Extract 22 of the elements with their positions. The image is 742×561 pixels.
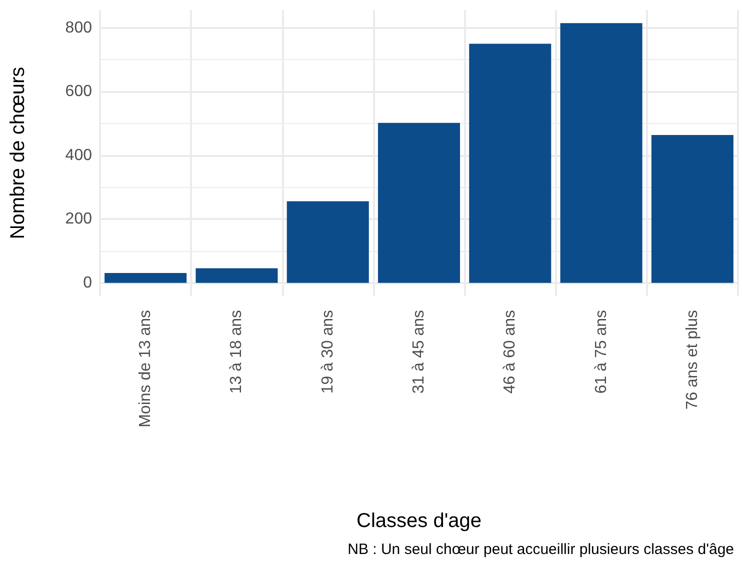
text: NB : Un seul chœur peut accueillir plusieurs classes d'âge <box>348 541 734 558</box>
x-tick-label: 76 ans et plus <box>684 310 701 410</box>
x-tick-label: Moins de 13 ans <box>137 310 154 428</box>
y-axis-title: Nombre de chœurs <box>7 66 29 240</box>
bar <box>651 134 734 283</box>
y-tick-label: 800 <box>65 19 92 36</box>
x-axis-title: Classes d'age <box>356 510 482 532</box>
y-tick-label: 600 <box>65 83 92 100</box>
x-tick-label: 31 à 45 ans <box>410 310 428 394</box>
x-tick-label: 46 à 60 ans <box>502 310 519 394</box>
x-tick-label: 61 à 75 ans <box>592 310 610 394</box>
y-tick-label: 200 <box>65 210 92 228</box>
bar <box>196 268 278 283</box>
y-tick-label: 400 <box>65 146 92 164</box>
bar <box>560 23 642 283</box>
bar <box>104 273 187 283</box>
y-tick-label: 0 <box>83 274 92 292</box>
bar <box>286 201 369 283</box>
bar <box>469 44 552 283</box>
x-tick-label: 19 à 30 ans <box>319 310 336 394</box>
bar <box>378 122 460 283</box>
x-tick-label: 13 à 18 ans <box>228 310 246 394</box>
